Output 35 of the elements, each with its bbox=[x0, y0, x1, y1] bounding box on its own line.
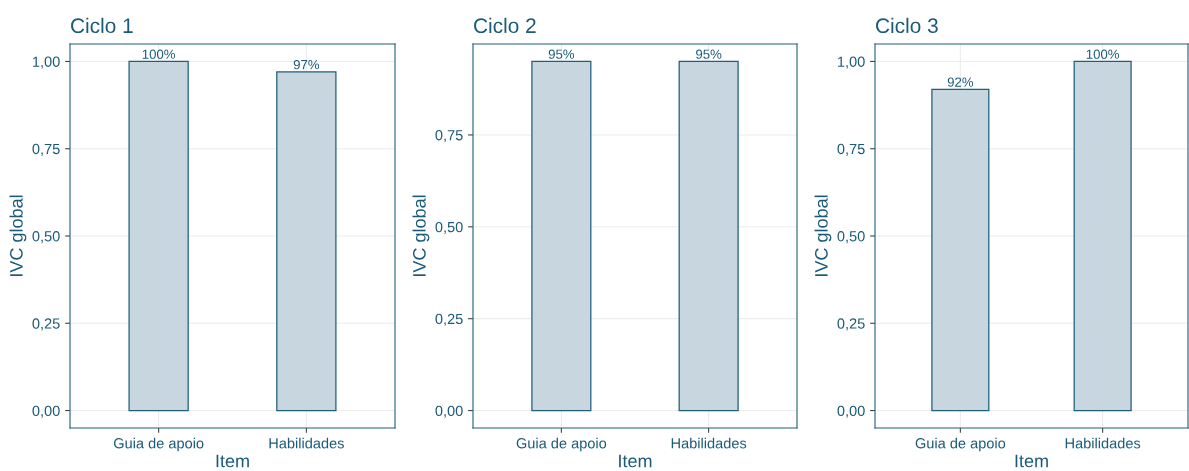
x-tick-label: Habilidades bbox=[671, 437, 747, 449]
y-axis-title: IVC global bbox=[814, 195, 832, 276]
data-label: 100% bbox=[1086, 49, 1120, 59]
chart-title: Ciclo 1 bbox=[71, 17, 133, 34]
x-axis-title: Item bbox=[216, 454, 249, 468]
y-tick-label: 0,75 bbox=[837, 143, 865, 156]
y-tick-label: 0,25 bbox=[837, 318, 865, 331]
data-label: 95% bbox=[548, 49, 575, 59]
y-tick-label: 0,25 bbox=[32, 318, 60, 331]
x-tick-label: Habilidades bbox=[1065, 437, 1141, 449]
y-tick-label: 0,25 bbox=[435, 313, 463, 326]
y-tick-label: 0,75 bbox=[435, 130, 463, 143]
x-tick-label: Guia de apoio bbox=[915, 437, 1006, 452]
data-label: 92% bbox=[947, 77, 974, 87]
y-tick-label: 0,00 bbox=[837, 405, 865, 418]
x-tick-label: Guia de apoio bbox=[516, 437, 607, 452]
y-tick-label: 0,50 bbox=[32, 231, 60, 244]
y-tick-label: 0,00 bbox=[32, 405, 60, 418]
data-label: 97% bbox=[293, 59, 320, 70]
y-tick-label: 0,50 bbox=[435, 221, 463, 234]
y-tick-label: 1,00 bbox=[838, 56, 865, 69]
x-tick-label: Habilidades bbox=[269, 437, 344, 449]
chart-title: Ciclo 3 bbox=[876, 17, 938, 34]
chart-title: Ciclo 2 bbox=[474, 17, 536, 34]
y-axis-title: IVC global bbox=[412, 195, 430, 276]
y-tick-label: 0,50 bbox=[837, 231, 865, 244]
y-tick-label: 0,00 bbox=[435, 405, 463, 418]
x-axis-title: Item bbox=[619, 454, 652, 468]
y-tick-label: 0,75 bbox=[32, 143, 60, 156]
y-axis-title: IVC global bbox=[9, 195, 27, 276]
x-tick-label: Guia de apoio bbox=[113, 437, 204, 452]
data-label: 95% bbox=[696, 49, 722, 59]
y-tick-label: 1,00 bbox=[33, 56, 60, 69]
data-label: 100% bbox=[142, 49, 176, 59]
x-axis-title: Item bbox=[1015, 454, 1048, 468]
